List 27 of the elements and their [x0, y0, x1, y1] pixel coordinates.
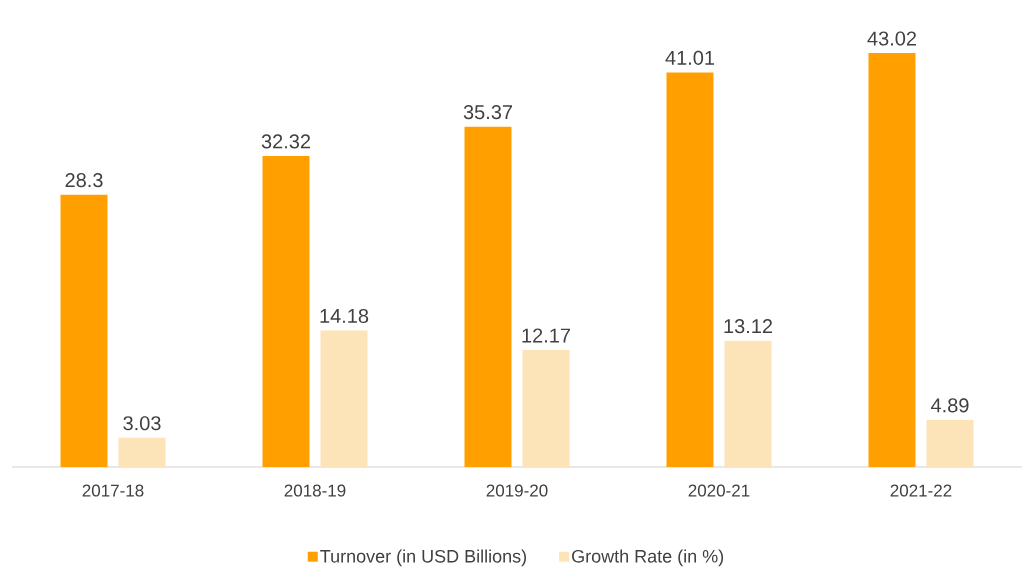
data-label: 14.18 [320, 308, 369, 324]
bar [464, 126, 512, 467]
data-label: 12.17 [522, 328, 571, 343]
x-tick-label: 2021-22 [890, 484, 952, 497]
data-label: 3.03 [123, 416, 161, 431]
bar [724, 340, 772, 467]
x-tick-label: 2019-20 [486, 484, 548, 497]
bar [118, 437, 166, 467]
data-label: 41.01 [665, 50, 715, 65]
data-label: 4.89 [930, 398, 969, 413]
bar [262, 156, 310, 467]
legend-label: Growth Rate (in %) [572, 549, 724, 567]
bar [60, 194, 108, 467]
bar [926, 419, 974, 467]
x-tick-label: 2018-19 [284, 484, 346, 497]
bar [522, 349, 570, 467]
x-tick-label: 2020-21 [688, 484, 750, 497]
data-label: 43.02 [867, 31, 916, 46]
data-label: 13.12 [724, 319, 772, 334]
bar [320, 330, 368, 467]
data-label: 32.32 [261, 134, 311, 149]
bar [666, 72, 714, 467]
legend-label: Turnover (in USD Billions) [320, 549, 526, 567]
data-label: 35.37 [463, 105, 513, 120]
bar [868, 53, 916, 467]
x-tick-label: 2017-18 [82, 484, 144, 497]
data-label: 28.3 [65, 173, 103, 188]
